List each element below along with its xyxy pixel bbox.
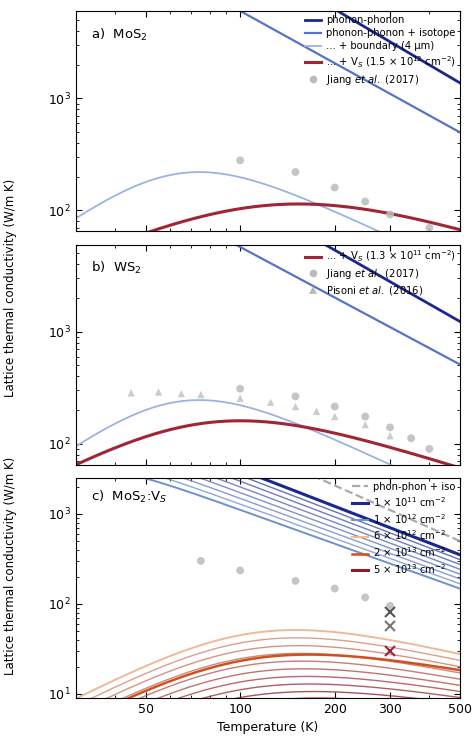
Legend: ... + V$_S$ (1.3 × 10$^{11}$ cm$^{-2}$), Jiang $et~al.$ (2017), Pisoni $et~al.$ : ... + V$_S$ (1.3 × 10$^{11}$ cm$^{-2}$),…: [303, 246, 458, 299]
X-axis label: Temperature (K): Temperature (K): [217, 721, 319, 735]
Text: Lattice thermal conductivity (W/m K): Lattice thermal conductivity (W/m K): [4, 456, 17, 675]
Point: [237, 154, 244, 166]
Point: [237, 392, 244, 404]
Point: [386, 600, 394, 612]
Point: [128, 386, 135, 398]
Text: Lattice thermal conductivity (W/m K): Lattice thermal conductivity (W/m K): [4, 179, 17, 398]
Point: [361, 410, 369, 422]
Point: [155, 386, 163, 398]
Point: [237, 383, 244, 395]
Point: [292, 166, 299, 178]
Legend: phon-phon + iso, 1 × 10$^{11}$ cm$^{-2}$, 1 × 10$^{12}$ cm$^{-2}$, 6 × 10$^{12}$: phon-phon + iso, 1 × 10$^{11}$ cm$^{-2}$…: [350, 480, 458, 578]
Point: [197, 389, 205, 401]
Point: [331, 583, 338, 595]
Point: [178, 388, 185, 400]
Point: [292, 575, 299, 587]
Point: [361, 195, 369, 207]
Point: [426, 443, 433, 455]
Point: [386, 422, 394, 434]
Point: [386, 208, 394, 220]
Text: a)  MoS$_2$: a) MoS$_2$: [91, 27, 148, 43]
Point: [292, 401, 299, 413]
Point: [331, 181, 338, 193]
Point: [386, 430, 394, 442]
Text: c)  MoS$_2$:V$_S$: c) MoS$_2$:V$_S$: [91, 489, 168, 505]
Point: [331, 410, 338, 422]
Legend: phonon-phonon, phonon-phonon + isotope, ... + boundary (4 μm), ... + V$_S$ (1.5 : phonon-phonon, phonon-phonon + isotope, …: [303, 13, 458, 88]
Point: [197, 555, 205, 567]
Point: [426, 222, 433, 234]
Text: b)  WS$_2$: b) WS$_2$: [91, 260, 142, 276]
Point: [361, 419, 369, 431]
Point: [361, 592, 369, 604]
Point: [237, 565, 244, 577]
Point: [313, 405, 320, 417]
Point: [331, 401, 338, 413]
Point: [292, 390, 299, 402]
Point: [267, 396, 274, 408]
Point: [407, 432, 415, 444]
